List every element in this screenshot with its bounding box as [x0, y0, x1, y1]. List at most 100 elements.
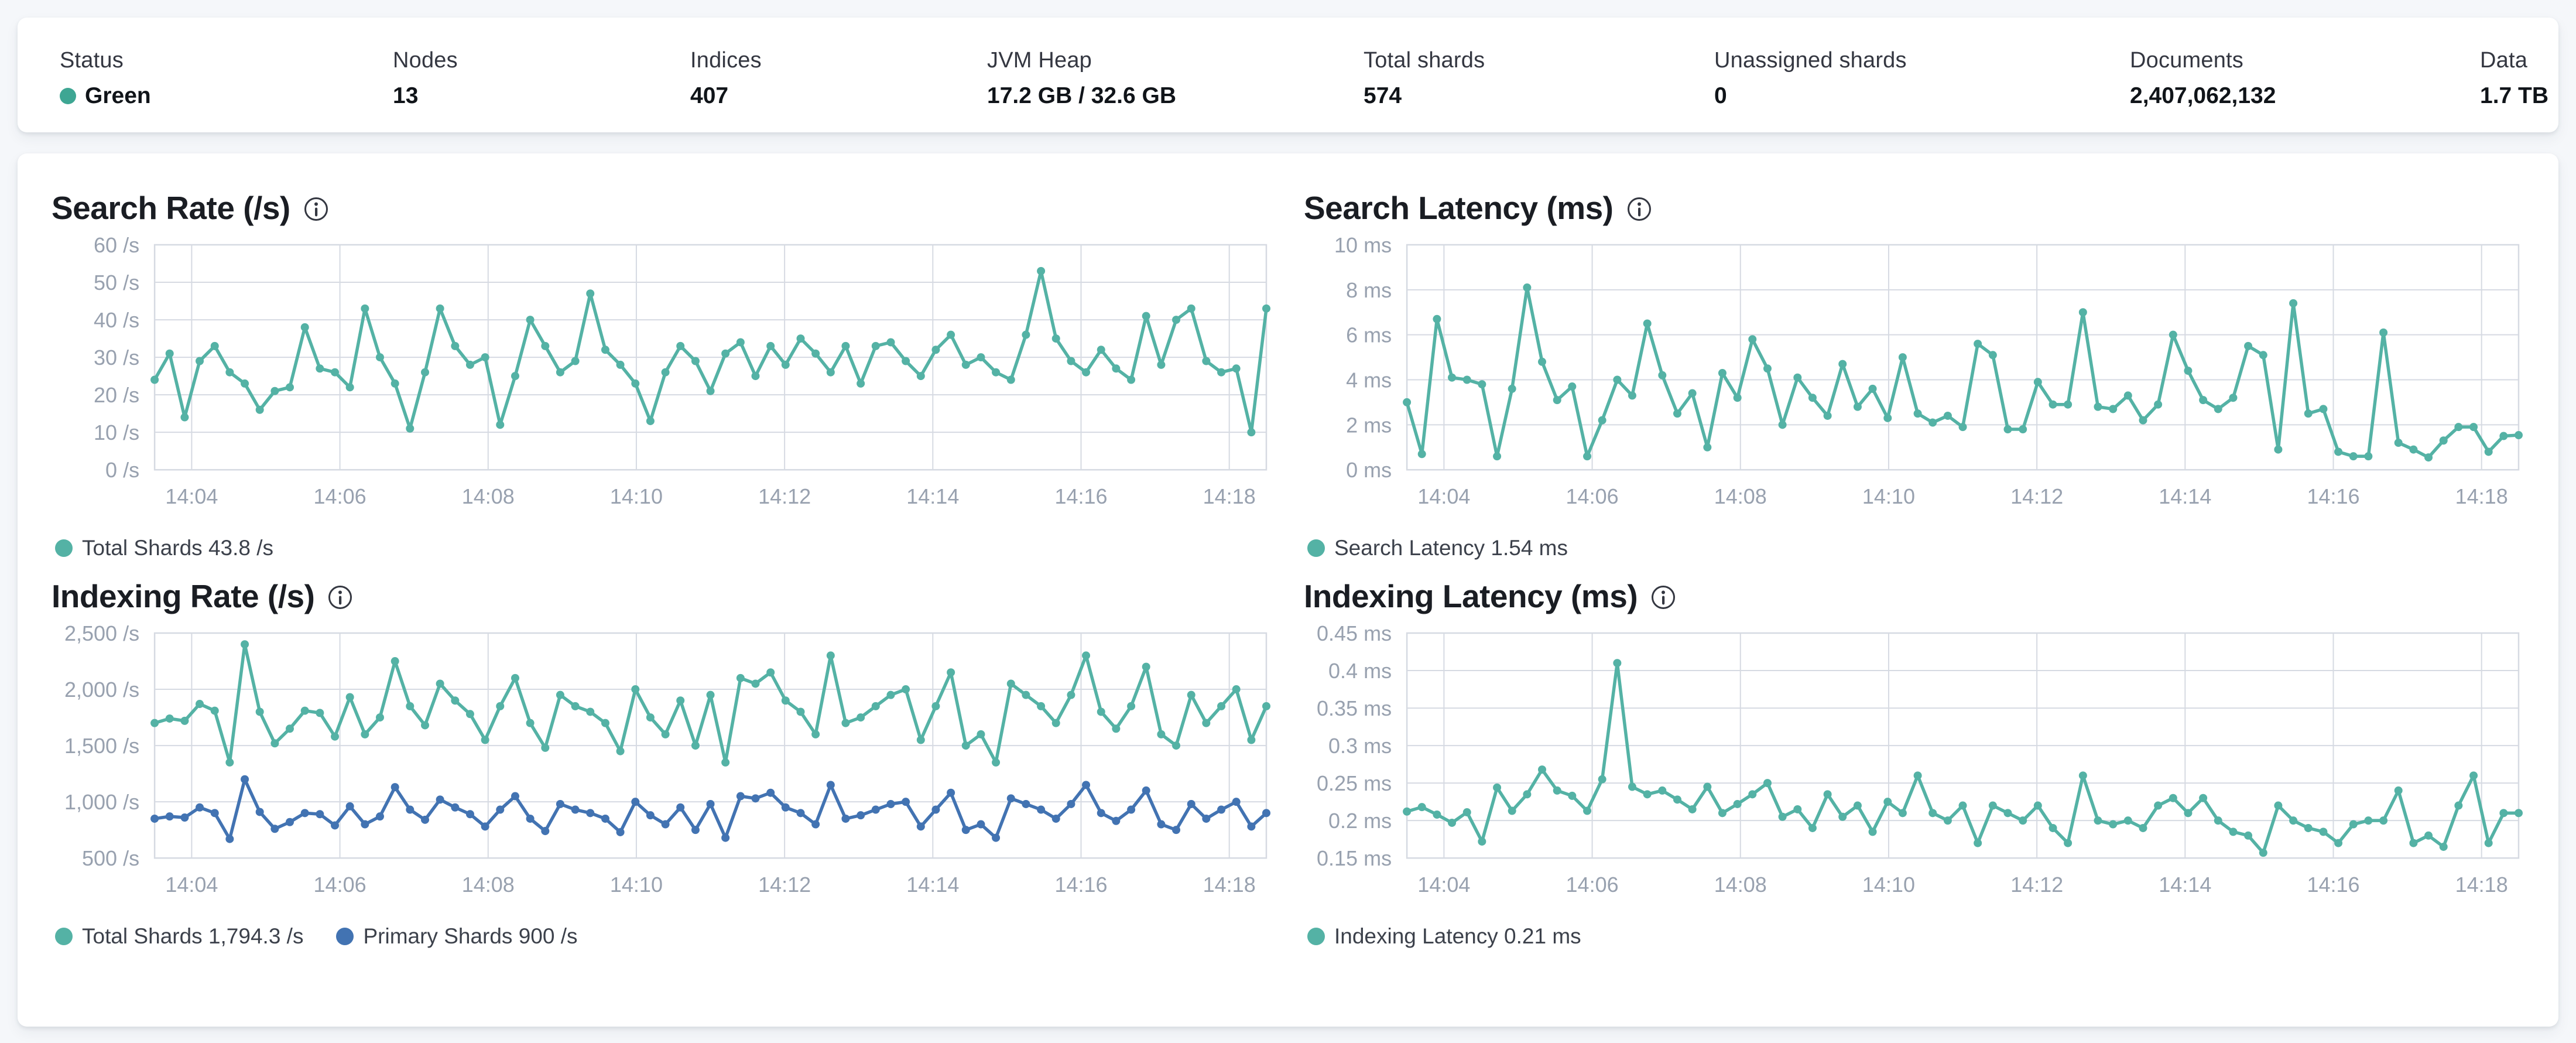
- chart-title: Indexing Rate (/s): [52, 578, 315, 615]
- svg-text:0.2 ms: 0.2 ms: [1328, 809, 1392, 833]
- svg-text:14:14: 14:14: [906, 873, 959, 897]
- svg-text:14:18: 14:18: [2455, 484, 2508, 508]
- svg-text:14:12: 14:12: [758, 484, 811, 508]
- legend-label: Indexing Latency 0.21 ms: [1334, 924, 1581, 949]
- svg-text:14:16: 14:16: [1054, 873, 1107, 897]
- svg-text:2,000 /s: 2,000 /s: [64, 678, 139, 702]
- svg-text:20 /s: 20 /s: [94, 383, 139, 407]
- svg-text:14:18: 14:18: [2455, 873, 2508, 897]
- svg-text:14:04: 14:04: [1417, 873, 1470, 897]
- svg-text:2 ms: 2 ms: [1346, 413, 1392, 437]
- svg-text:14:08: 14:08: [462, 484, 515, 508]
- svg-text:2,500 /s: 2,500 /s: [64, 625, 139, 645]
- svg-text:14:08: 14:08: [1714, 873, 1767, 897]
- health-status-dot-icon: [60, 88, 76, 104]
- stat-label: Nodes: [393, 48, 458, 73]
- svg-text:14:06: 14:06: [1566, 873, 1619, 897]
- svg-text:1,500 /s: 1,500 /s: [64, 734, 139, 758]
- chart-title: Indexing Latency (ms): [1304, 578, 1638, 615]
- status-text: Green: [85, 83, 151, 108]
- svg-text:14:14: 14:14: [906, 484, 959, 508]
- stat-jvm-heap: JVM Heap 17.2 GB / 32.6 GB: [987, 48, 1176, 109]
- svg-text:6 ms: 6 ms: [1346, 323, 1392, 347]
- legend-item-total-shards[interactable]: Total Shards 43.8 /s: [55, 536, 273, 560]
- svg-text:0 /s: 0 /s: [105, 458, 139, 482]
- search-latency-chart-canvas[interactable]: 0 ms 2 ms 4 ms 6 ms 8 ms 10 ms 14:04 14:06 14:08…: [1304, 237, 2523, 532]
- chart-legend: Indexing Latency 0.21 ms: [1304, 924, 2523, 949]
- svg-text:0.45 ms: 0.45 ms: [1317, 625, 1392, 645]
- svg-text:14:04: 14:04: [165, 873, 218, 897]
- svg-text:30 /s: 30 /s: [94, 346, 139, 370]
- svg-text:14:10: 14:10: [1862, 873, 1915, 897]
- info-icon[interactable]: [303, 196, 329, 222]
- svg-text:14:10: 14:10: [610, 484, 663, 508]
- svg-text:0.15 ms: 0.15 ms: [1317, 846, 1392, 870]
- svg-text:0.3 ms: 0.3 ms: [1328, 734, 1392, 758]
- stat-unassigned-shards: Unassigned shards 0: [1714, 48, 1907, 109]
- svg-text:500 /s: 500 /s: [82, 846, 139, 870]
- indexing-latency-chart-canvas[interactable]: 0.15 ms 0.2 ms 0.25 ms 0.3 ms 0.35 ms 0.4 ms 0…: [1304, 625, 2523, 921]
- svg-text:14:16: 14:16: [2307, 484, 2359, 508]
- chart-search-latency: Search Latency (ms) 0 ms 2 ms 4 ms 6 ms 8 ms…: [1304, 186, 2523, 560]
- stat-value: Green: [60, 83, 151, 109]
- chart-indexing-rate: Indexing Rate (/s) 500 /s 1,000 /s 1,500 /…: [52, 574, 1271, 949]
- info-icon[interactable]: [1626, 196, 1652, 222]
- svg-text:14:18: 14:18: [1203, 873, 1256, 897]
- stat-label: Data: [2480, 48, 2528, 73]
- stat-label: Indices: [690, 48, 762, 73]
- svg-text:14:12: 14:12: [758, 873, 811, 897]
- svg-text:14:04: 14:04: [1417, 484, 1470, 508]
- legend-dot-icon: [55, 539, 73, 558]
- svg-text:14:08: 14:08: [462, 873, 515, 897]
- legend-item-search-latency[interactable]: Search Latency 1.54 ms: [1307, 536, 1568, 560]
- svg-text:0.25 ms: 0.25 ms: [1317, 771, 1392, 795]
- svg-text:50 /s: 50 /s: [94, 271, 139, 295]
- chart-search-rate: Search Rate (/s) 0 /s 10 /s 20 /s 30 /s 40 /…: [52, 186, 1271, 560]
- legend-label: Search Latency 1.54 ms: [1334, 536, 1568, 560]
- svg-text:14:18: 14:18: [1203, 484, 1256, 508]
- svg-text:4 ms: 4 ms: [1346, 368, 1392, 392]
- svg-text:14:08: 14:08: [1714, 484, 1767, 508]
- indexing-rate-chart-canvas[interactable]: 500 /s 1,000 /s 1,500 /s 2,000 /s 2,500 /s 14…: [52, 625, 1271, 921]
- stat-status: Status Green: [60, 48, 151, 109]
- info-icon[interactable]: [327, 584, 353, 610]
- legend-dot-icon: [1307, 928, 1325, 946]
- info-icon[interactable]: [1650, 584, 1676, 610]
- legend-item-primary-shards[interactable]: Primary Shards 900 /s: [336, 924, 578, 949]
- stat-data: Data 1.7 TB: [2480, 48, 2548, 109]
- svg-text:0.35 ms: 0.35 ms: [1317, 696, 1392, 720]
- svg-text:14:06: 14:06: [314, 873, 366, 897]
- svg-text:14:12: 14:12: [2010, 873, 2063, 897]
- legend-label: Total Shards 43.8 /s: [82, 536, 274, 560]
- svg-text:14:10: 14:10: [610, 873, 663, 897]
- stat-value: 407: [690, 83, 729, 108]
- stat-value: 13: [393, 83, 419, 108]
- svg-text:0 ms: 0 ms: [1346, 458, 1392, 482]
- svg-text:14:06: 14:06: [1566, 484, 1619, 508]
- svg-text:0.4 ms: 0.4 ms: [1328, 659, 1392, 683]
- svg-text:14:16: 14:16: [1054, 484, 1107, 508]
- svg-text:60 /s: 60 /s: [94, 237, 139, 257]
- stat-label: Unassigned shards: [1714, 48, 1907, 73]
- stat-label: JVM Heap: [987, 48, 1092, 73]
- legend-item-indexing-latency[interactable]: Indexing Latency 0.21 ms: [1307, 924, 1581, 949]
- legend-item-total-shards[interactable]: Total Shards 1,794.3 /s: [55, 924, 303, 949]
- stat-label: Status: [60, 48, 124, 73]
- svg-text:14:06: 14:06: [314, 484, 366, 508]
- stat-total-shards: Total shards 574: [1364, 48, 1485, 109]
- legend-dot-icon: [1307, 539, 1325, 558]
- stat-value: 2,407,062,132: [2130, 83, 2276, 108]
- svg-text:14:04: 14:04: [165, 484, 218, 508]
- legend-dot-icon: [336, 928, 354, 946]
- cluster-status-bar: Status Green Nodes 13 Indices 407 JVM He…: [18, 18, 2558, 132]
- stat-nodes: Nodes 13: [393, 48, 458, 109]
- legend-label: Primary Shards 900 /s: [363, 924, 578, 949]
- svg-text:14:10: 14:10: [1862, 484, 1915, 508]
- svg-text:40 /s: 40 /s: [94, 308, 139, 332]
- stat-documents: Documents 2,407,062,132: [2130, 48, 2276, 109]
- search-rate-chart-canvas[interactable]: 0 /s 10 /s 20 /s 30 /s 40 /s 50 /s 60 /s 14:04 1…: [52, 237, 1271, 532]
- chart-legend: Total Shards 43.8 /s: [52, 536, 1271, 560]
- metrics-panel: Search Rate (/s) 0 /s 10 /s 20 /s 30 /s 40 /…: [18, 153, 2558, 1027]
- chart-legend: Search Latency 1.54 ms: [1304, 536, 2523, 560]
